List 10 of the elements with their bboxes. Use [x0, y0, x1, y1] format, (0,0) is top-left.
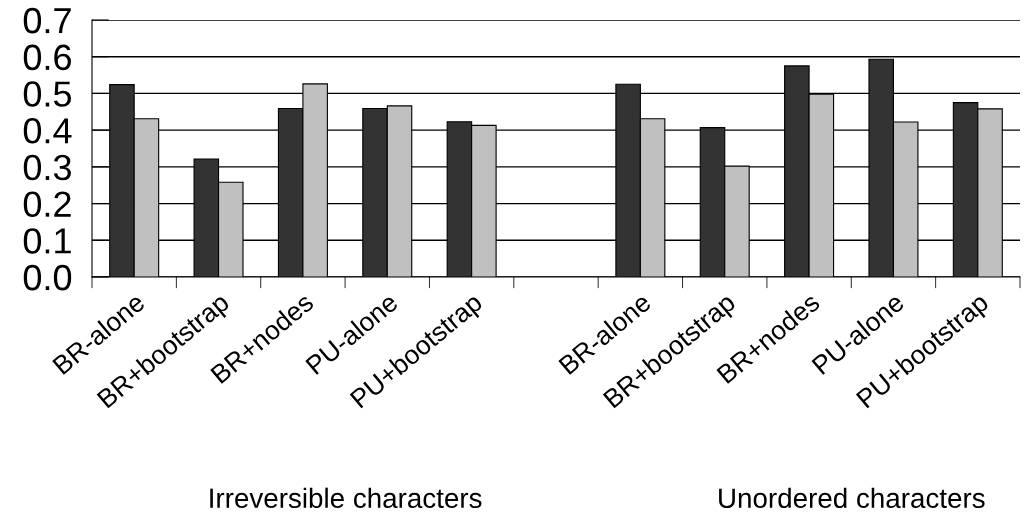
y-tick-label: 0.7 [23, 7, 71, 34]
y-tick-label: 0.4 [23, 118, 72, 144]
y-tick-label: 0.1 [23, 228, 71, 254]
y-tick-label: 0.2 [23, 191, 71, 218]
y-tick-label: 0.6 [23, 44, 71, 71]
y-tick-label: 0.0 [23, 264, 72, 291]
text: Irreversible characters [210, 487, 482, 509]
y-tick-label: 0.3 [23, 154, 71, 181]
y-tick-label: 0.5 [23, 81, 72, 107]
text: Unordered characters [719, 487, 985, 509]
